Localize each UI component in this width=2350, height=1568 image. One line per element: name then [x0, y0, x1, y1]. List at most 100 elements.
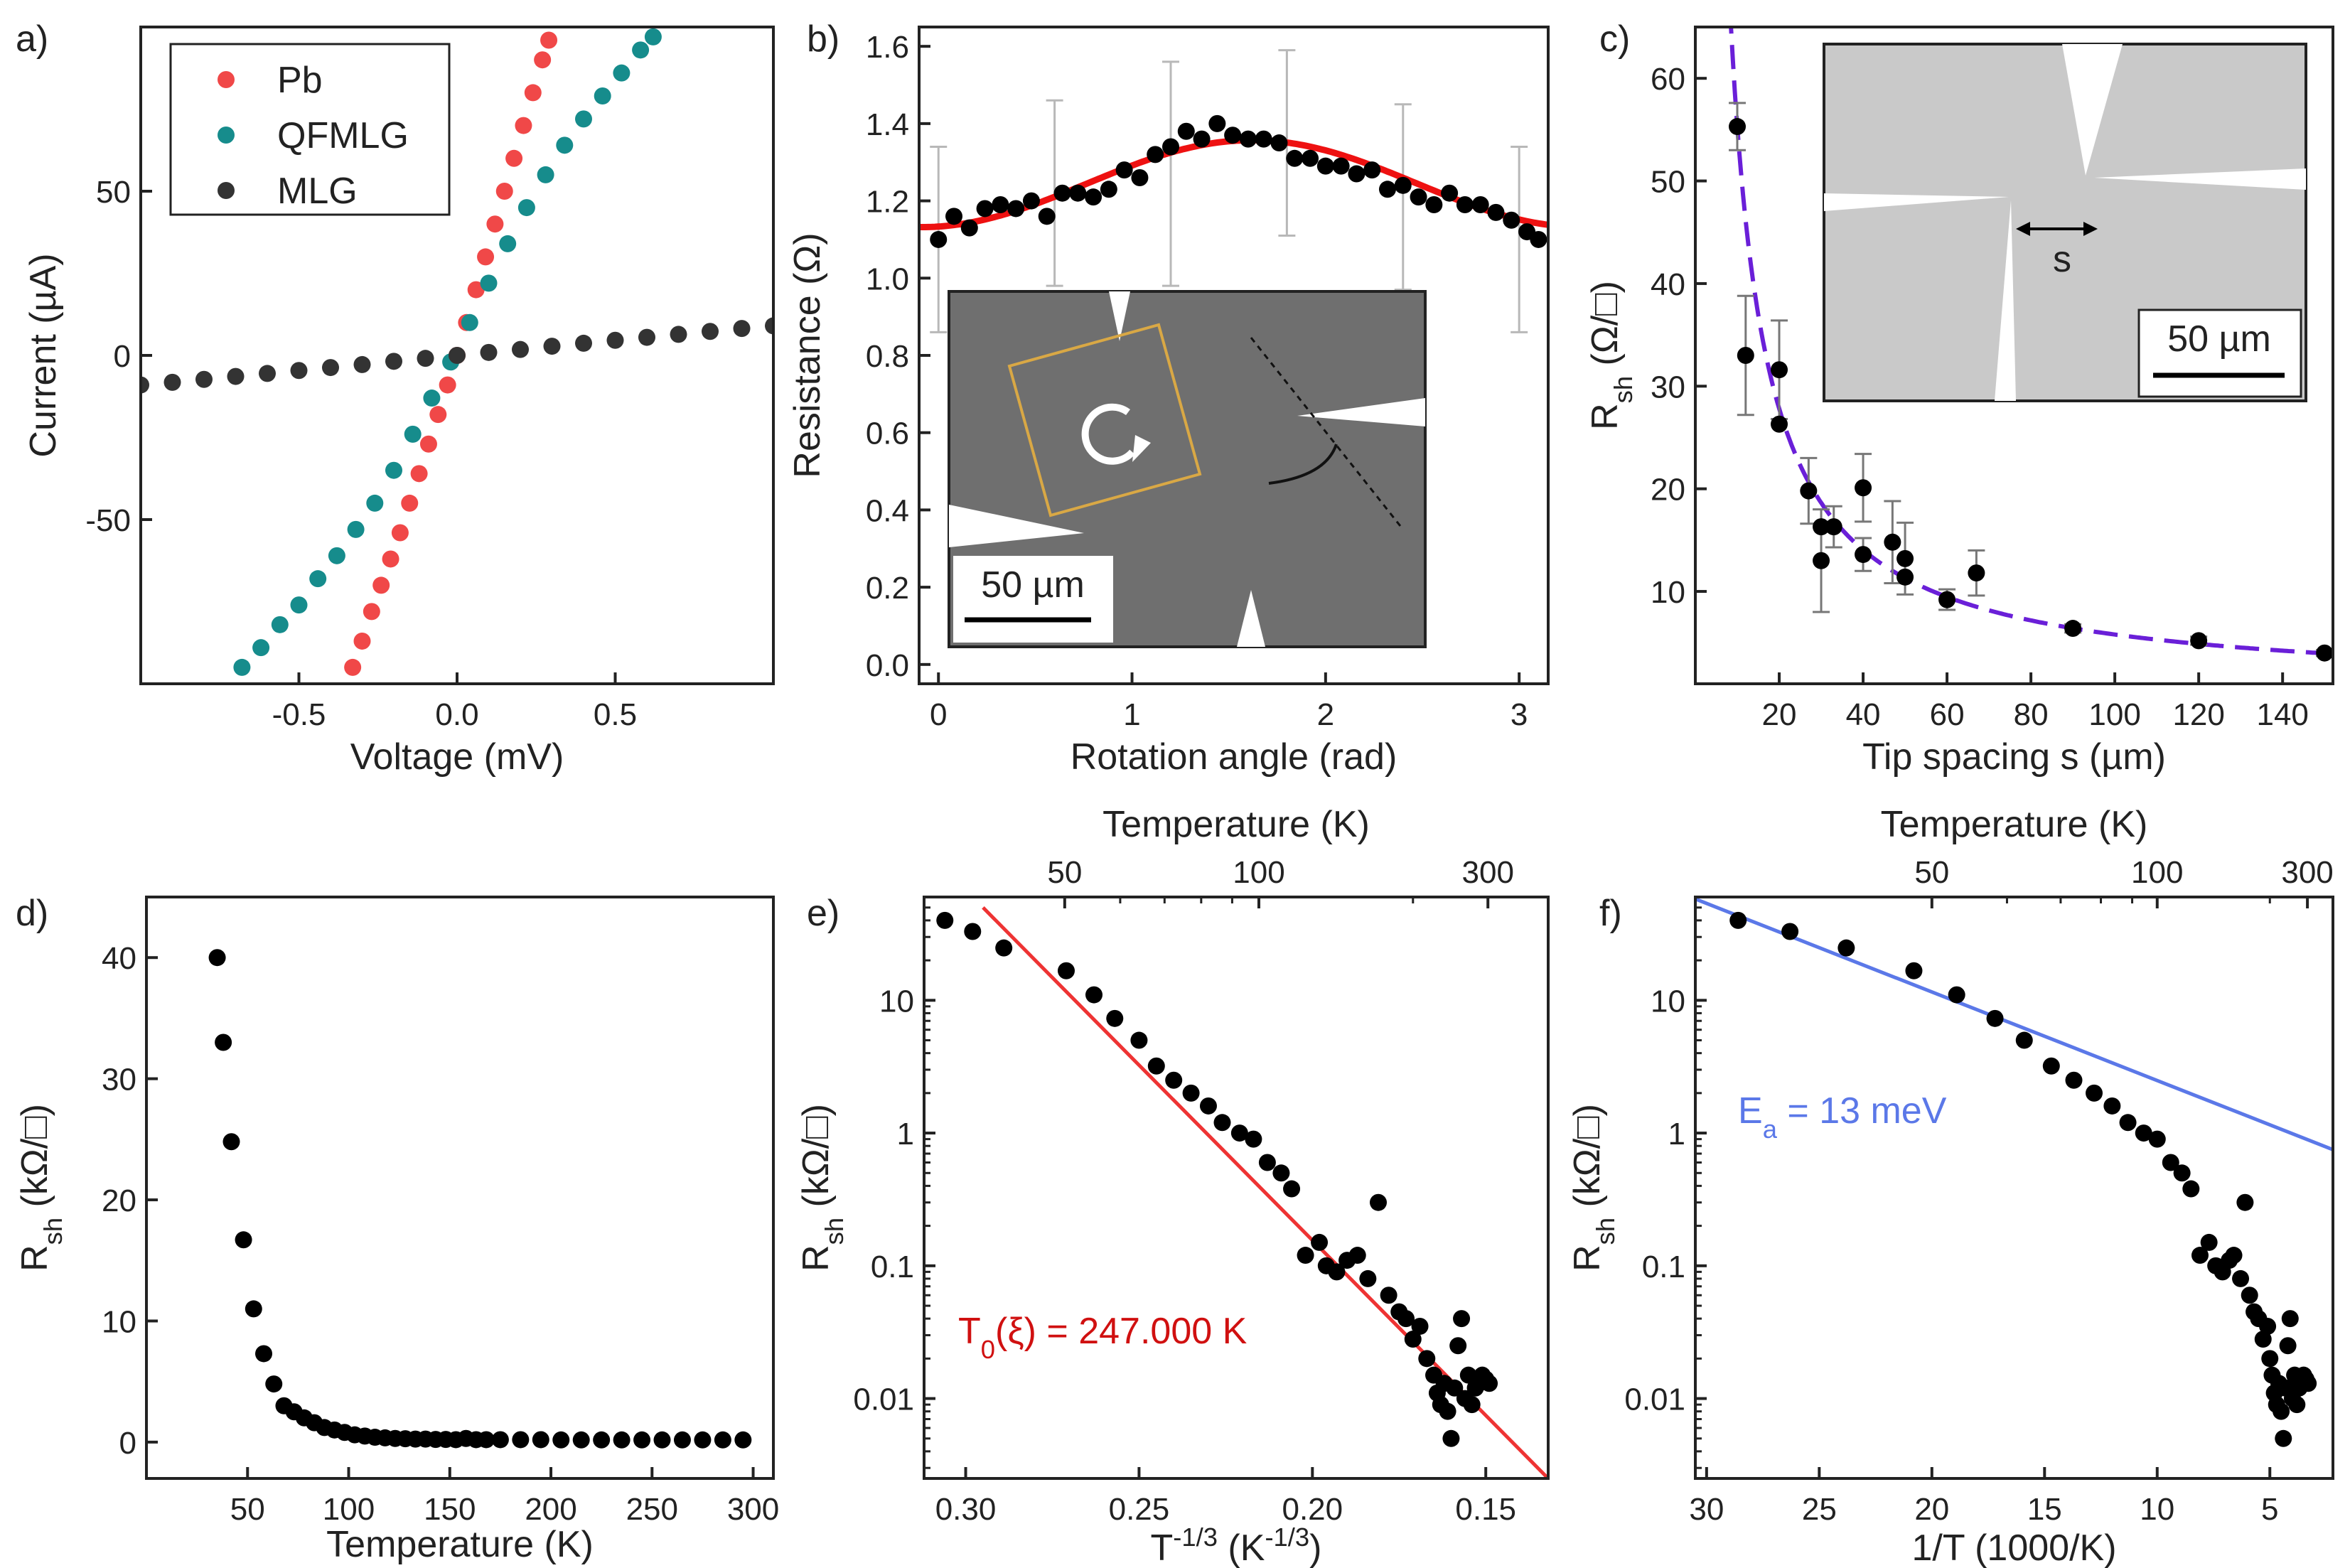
data-point-data — [1481, 1375, 1498, 1392]
data-point-QFMLG — [271, 616, 289, 633]
y-tick-label: 0.0 — [866, 648, 909, 683]
fit-curve — [1729, 27, 2333, 656]
data-point-data — [1147, 1057, 1165, 1075]
data-point-Pb — [524, 84, 542, 102]
x-tick-label: 200 — [525, 1492, 576, 1527]
data-point-data — [2191, 1247, 2209, 1264]
y-tick-label: 0 — [114, 339, 131, 374]
data-point-data — [208, 949, 226, 967]
y-tick-label: 0.01 — [1624, 1382, 1685, 1417]
inset-sem-image: s 50 µm — [1823, 43, 2307, 402]
data-point-data — [1729, 911, 1747, 929]
data-point-Pb — [391, 524, 409, 542]
data-point-data — [1245, 1130, 1262, 1148]
data-point-data — [1007, 200, 1025, 218]
data-point-data — [512, 1431, 530, 1449]
data-point-data — [2288, 1396, 2306, 1414]
data-point-MLG — [290, 362, 308, 380]
panel-label-c: c) — [1599, 18, 1630, 60]
chart-panel-c: s 50 µm 20 40 60 80 100 120 140 10 20 30 40 50 60 Tip s… — [1584, 26, 2334, 778]
chart-panel-e: 0.30 0.25 0.20 0.15 0.01 0.1 1 10 50 100 300 Temper… — [795, 804, 1550, 1568]
data-point-data — [995, 939, 1013, 957]
inset-tip — [1995, 200, 2016, 401]
data-point-MLG — [480, 343, 498, 361]
data-point-data — [1411, 1317, 1429, 1335]
plot-frame — [923, 896, 1550, 1480]
chart-panel-b: 50 µm 0 1 2 3 0.0 0.2 0.4 0.6 0.8 1.0 1.2 1.4 1.6 Rota… — [787, 26, 1550, 778]
data-point-data — [2065, 1071, 2083, 1089]
fit-line — [1695, 897, 2333, 1151]
x-tick-label: 150 — [424, 1492, 476, 1527]
panel-label-b: b) — [807, 18, 839, 60]
data-point-data — [2135, 1124, 2152, 1142]
x-axis-label: Temperature (K) — [326, 1524, 594, 1565]
scale-box — [953, 556, 1113, 643]
data-point-data — [2300, 1375, 2317, 1392]
data-point-data — [1230, 1124, 1248, 1142]
data-point-data — [1905, 962, 1923, 979]
data-point-MLG — [543, 338, 561, 355]
data-point-MLG — [449, 347, 466, 364]
data-point-data — [1410, 188, 1427, 206]
inset-tip — [1237, 590, 1265, 647]
y-axis-label: Rsh (Ω/□) — [1584, 281, 1638, 430]
x-tick-label: 15 — [2027, 1492, 2062, 1527]
data-point-Pb — [439, 376, 456, 394]
data-point-data — [694, 1431, 712, 1449]
data-point-QFMLG — [309, 570, 327, 588]
data-point-data — [1177, 122, 1195, 140]
data-point-data — [245, 1300, 262, 1318]
inset-dashed-line — [1250, 337, 1402, 527]
data-point-MLG — [670, 326, 687, 343]
data-point-data — [2064, 620, 2082, 638]
data-point-data — [2279, 1337, 2297, 1355]
y-tick-label: 20 — [102, 1183, 136, 1218]
data-point-Pb — [515, 117, 532, 134]
data-point-Pb — [505, 149, 523, 167]
x-tick-label: 30 — [1689, 1492, 1724, 1527]
x-axis-label: T-1/3 (K-1/3) — [1151, 1523, 1322, 1568]
y-tick-label: 10 — [1651, 984, 1685, 1019]
data-point-data — [2086, 1084, 2103, 1102]
data-point-QFMLG — [423, 390, 441, 407]
inset-background — [1823, 43, 2307, 402]
inset-square — [1007, 323, 1202, 517]
data-point-data — [1057, 962, 1075, 979]
data-point-data — [552, 1431, 570, 1449]
data-point-data — [1311, 1233, 1329, 1251]
data-point-Pb — [477, 248, 495, 266]
data-point-data — [1813, 552, 1830, 569]
y-tick-label: 50 — [1651, 165, 1685, 200]
data-point-data — [1165, 1071, 1183, 1089]
plot-frame — [145, 896, 775, 1480]
fit-annotation: Ea = 13 meV — [1738, 1090, 1947, 1144]
top-axis-label: Temperature (K) — [1102, 804, 1370, 845]
y-tick-label: 30 — [102, 1063, 136, 1097]
data-point-data — [1439, 1402, 1456, 1420]
data-point-QFMLG — [575, 110, 592, 128]
data-point-data — [1359, 1269, 1377, 1287]
data-point-data — [1369, 1193, 1387, 1211]
data-point-data — [1729, 118, 1747, 136]
data-point-data — [1147, 146, 1164, 163]
x-axis-label: Voltage (mV) — [350, 736, 564, 778]
data-point-data — [491, 1431, 509, 1449]
data-point-QFMLG — [385, 461, 402, 479]
data-point-data — [2254, 1331, 2272, 1348]
data-point-QFMLG — [233, 658, 251, 676]
plot-area — [1695, 897, 2333, 1447]
data-point-MLG — [575, 334, 592, 352]
data-point-data — [1446, 1379, 1464, 1397]
data-point-data — [734, 1431, 752, 1449]
data-point-data — [265, 1375, 283, 1393]
panel-label-d: d) — [16, 893, 48, 934]
legend-label: Pb — [277, 60, 323, 101]
data-point-Pb — [429, 406, 447, 424]
data-point-Pb — [467, 281, 485, 299]
data-point-data — [1316, 157, 1334, 175]
data-point-QFMLG — [328, 547, 345, 564]
data-point-Pb — [495, 183, 513, 200]
data-point-data — [1182, 1084, 1200, 1102]
y-tick-label: 0.4 — [866, 493, 909, 528]
